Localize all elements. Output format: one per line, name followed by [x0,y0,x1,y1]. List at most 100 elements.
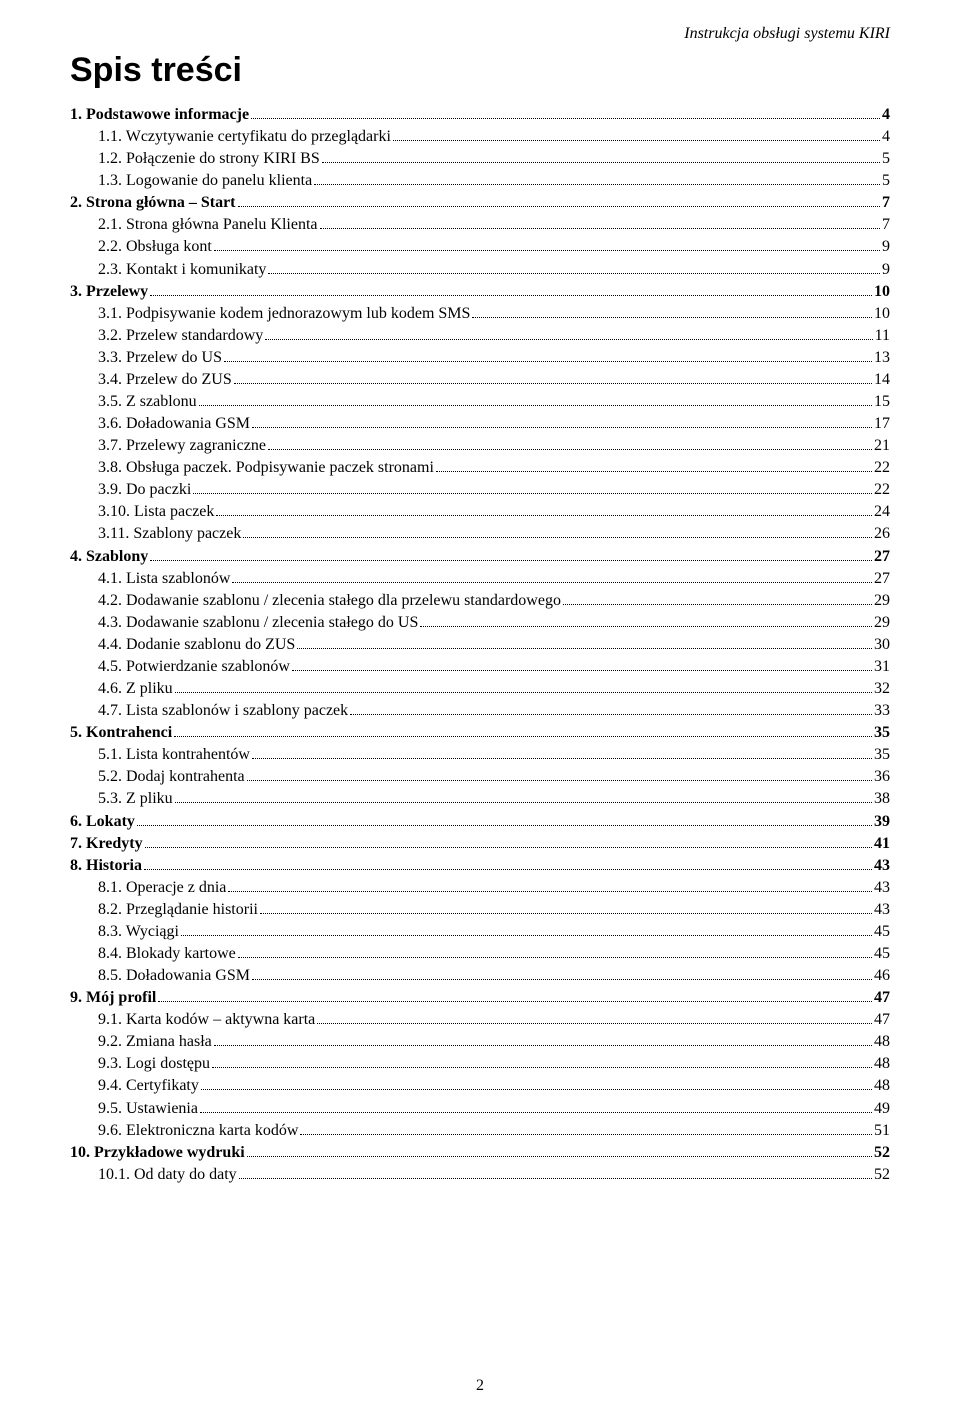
toc-entry[interactable]: 2.1. Strona główna Panelu Klienta7 [70,214,890,236]
toc-entry-page: 30 [874,634,890,656]
toc-entry[interactable]: 3.10. Lista paczek24 [70,501,890,523]
toc-entry[interactable]: 8. Historia43 [70,855,890,877]
toc-entry-page: 24 [874,501,890,523]
toc-entry[interactable]: 1. Podstawowe informacje4 [70,104,890,126]
toc-entry-page: 33 [874,700,890,722]
toc-entry-page: 10 [874,303,890,325]
toc-entry[interactable]: 9.6. Elektroniczna karta kodów51 [70,1120,890,1142]
toc-entry[interactable]: 8.3. Wyciągi45 [70,921,890,943]
toc-entry[interactable]: 4.5. Potwierdzanie szablonów31 [70,656,890,678]
toc-entry[interactable]: 4.6. Z pliku32 [70,678,890,700]
toc-entry[interactable]: 2.3. Kontakt i komunikaty9 [70,259,890,281]
toc-dots [252,745,872,759]
toc-dots [145,833,872,847]
toc-dots [150,281,872,295]
toc-entry[interactable]: 4.3. Dodawanie szablonu / zlecenia stałe… [70,612,890,634]
toc-entry[interactable]: 9.5. Ustawienia49 [70,1098,890,1120]
toc-entry[interactable]: 3.1. Podpisywanie kodem jednorazowym lub… [70,303,890,325]
toc-entry-label: 4. Szablony [70,546,148,568]
toc-dots [322,149,880,163]
toc-entry-label: 9.5. Ustawienia [98,1098,198,1120]
toc-entry-label: 3.5. Z szablonu [98,391,197,413]
toc-entry[interactable]: 4.2. Dodawanie szablonu / zlecenia stałe… [70,590,890,612]
toc-dots [252,966,872,980]
toc-entry-page: 39 [874,811,890,833]
toc-dots [232,568,872,582]
toc-entry[interactable]: 9.1. Karta kodów – aktywna karta47 [70,1009,890,1031]
toc-entry-label: 2. Strona główna – Start [70,192,236,214]
toc-entry[interactable]: 3.4. Przelew do ZUS14 [70,369,890,391]
toc-entry-label: 8.4. Blokady kartowe [98,943,236,965]
toc-entry-label: 3.3. Przelew do US [98,347,222,369]
toc-dots [234,370,872,384]
toc-entry[interactable]: 10.1. Od daty do daty52 [70,1164,890,1186]
toc-entry[interactable]: 8.4. Blokady kartowe45 [70,943,890,965]
toc-entry[interactable]: 8.2. Przeglądanie historii43 [70,899,890,921]
toc-entry[interactable]: 4.1. Lista szablonów27 [70,568,890,590]
toc-entry[interactable]: 10. Przykładowe wydruki52 [70,1142,890,1164]
toc-dots [251,105,880,119]
toc-entry[interactable]: 3.11. Szablony paczek26 [70,523,890,545]
toc-entry[interactable]: 6. Lokaty39 [70,811,890,833]
toc-entry-label: 4.3. Dodawanie szablonu / zlecenia stałe… [98,612,418,634]
toc-entry[interactable]: 3.3. Przelew do US13 [70,347,890,369]
toc-dots [150,546,872,560]
toc-entry[interactable]: 2. Strona główna – Start7 [70,192,890,214]
toc-entry[interactable]: 3.2. Przelew standardowy11 [70,325,890,347]
toc-dots [175,679,872,693]
toc-entry-page: 32 [874,678,890,700]
toc-entry[interactable]: 3.7. Przelewy zagraniczne21 [70,435,890,457]
toc-entry-label: 8.3. Wyciągi [98,921,179,943]
toc-entry[interactable]: 1.2. Połączenie do strony KIRI BS5 [70,148,890,170]
toc-entry[interactable]: 5.3. Z pliku38 [70,788,890,810]
toc-entry[interactable]: 4. Szablony 27 [70,546,890,568]
toc-entry-label: 3.6. Doładowania GSM [98,413,250,435]
toc-entry-page: 9 [882,236,890,258]
toc-entry-page: 38 [874,788,890,810]
toc-dots [228,877,872,891]
toc-entry[interactable]: 8.1. Operacje z dnia43 [70,877,890,899]
toc-entry-label: 4.4. Dodanie szablonu do ZUS [98,634,295,656]
toc-entry[interactable]: 9.2. Zmiana hasła48 [70,1031,890,1053]
toc-entry-page: 43 [874,855,890,877]
toc-entry[interactable]: 3.8. Obsługa paczek. Podpisywanie paczek… [70,457,890,479]
toc-entry[interactable]: 8.5. Doładowania GSM46 [70,965,890,987]
toc-entry-page: 43 [874,899,890,921]
toc-dots [300,1120,872,1134]
toc-entry-label: 8.5. Doładowania GSM [98,965,250,987]
toc-dots [224,347,872,361]
toc-entry-label: 10. Przykładowe wydruki [70,1142,245,1164]
toc-entry-label: 4.2. Dodawanie szablonu / zlecenia stałe… [98,590,561,612]
toc-entry[interactable]: 3.9. Do paczki22 [70,479,890,501]
toc-entry[interactable]: 9.3. Logi dostępu48 [70,1053,890,1075]
page-number: 2 [0,1377,960,1395]
toc-entry[interactable]: 9. Mój profil47 [70,987,890,1009]
toc-entry-page: 52 [874,1164,890,1186]
toc-entry-label: 9.1. Karta kodów – aktywna karta [98,1009,315,1031]
toc-dots [393,127,880,141]
toc-dots [292,657,872,671]
toc-entry-page: 29 [874,612,890,634]
toc-dots [314,171,880,185]
toc-dots [472,303,872,317]
toc-entry[interactable]: 5.1. Lista kontrahentów35 [70,744,890,766]
toc-entry[interactable]: 2.2. Obsługa kont9 [70,236,890,258]
toc-entry[interactable]: 3.5. Z szablonu15 [70,391,890,413]
toc-entry[interactable]: 9.4. Certyfikaty48 [70,1075,890,1097]
toc-dots [436,458,872,472]
toc-entry-page: 22 [874,479,890,501]
toc-entry[interactable]: 1.3. Logowanie do panelu klienta5 [70,170,890,192]
toc-dots [158,988,872,1002]
toc-entry[interactable]: 4.7. Lista szablonów i szablony paczek 33 [70,700,890,722]
toc-entry-page: 48 [874,1031,890,1053]
toc-entry[interactable]: 1.1. Wczytywanie certyfikatu do przegląd… [70,126,890,148]
toc-entry[interactable]: 3.6. Doładowania GSM17 [70,413,890,435]
toc-entry[interactable]: 7. Kredyty41 [70,833,890,855]
toc-entry[interactable]: 5. Kontrahenci35 [70,722,890,744]
toc-entry-label: 8.1. Operacje z dnia [98,877,226,899]
toc-entry[interactable]: 5.2. Dodaj kontrahenta36 [70,766,890,788]
toc-entry-label: 4.7. Lista szablonów i szablony paczek [98,700,348,722]
toc-entry[interactable]: 3. Przelewy10 [70,281,890,303]
toc-entry[interactable]: 4.4. Dodanie szablonu do ZUS 30 [70,634,890,656]
toc-entry-page: 27 [874,546,890,568]
